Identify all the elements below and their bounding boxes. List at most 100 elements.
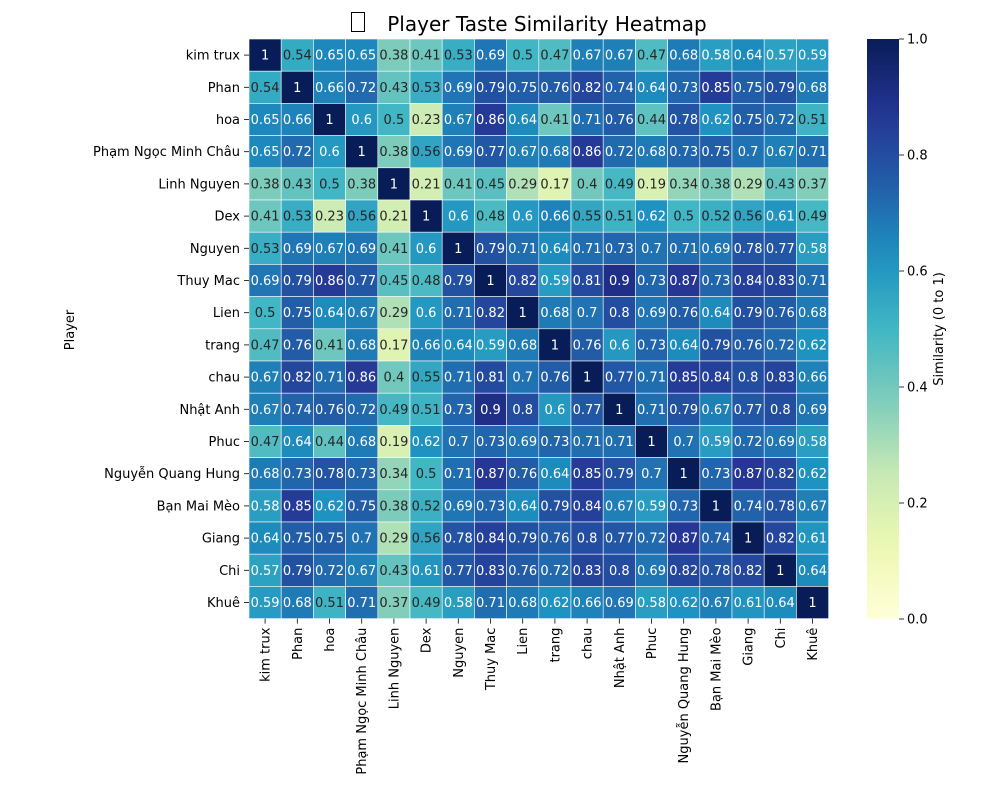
heatmap-cell [345,489,379,523]
cell-value-label: 0.73 [701,274,730,289]
heatmap-cell [731,296,765,330]
y-tick-label: Chi [219,564,240,579]
cell-value-label: 1 [486,274,494,289]
heatmap-cell [763,360,797,394]
cell-value-label: 0.71 [444,371,473,386]
cell-value-label: 0.76 [540,371,569,386]
cell-value-label: 0.29 [379,306,408,321]
heatmap-cell [570,296,604,330]
heatmap-cell [248,328,282,362]
x-tick-label: Linh Nguyen [387,628,402,710]
heatmap-cell [474,70,507,104]
heatmap-cell [506,425,540,458]
heatmap-cell [602,457,636,491]
cell-value-label: 0.85 [573,467,602,482]
heatmap-cell [667,135,701,169]
y-tick-label: Phan [208,81,240,96]
heatmap-cell [763,264,797,297]
cell-value-label: 0.76 [540,532,569,547]
cell-value-label: 0.49 [412,596,441,611]
cell-value-label: 0.76 [669,306,698,321]
cell-value-label: 0.69 [444,81,473,96]
cell-value-label: 0.66 [573,596,602,611]
cell-value-label: 0.67 [701,596,730,611]
cell-value-label: 0.8 [577,532,598,547]
cell-value-label: 0.21 [379,210,408,225]
cell-value-label: 0.43 [766,177,795,192]
heatmap-cell [345,38,379,72]
cell-value-label: 0.8 [512,403,533,418]
cell-value-label: 0.69 [476,49,505,64]
heatmap-cell [506,328,540,362]
cell-value-label: 0.56 [412,145,441,160]
cell-value-label: 0.6 [319,145,340,160]
heatmap-cell [602,103,636,136]
cell-value-label: 0.19 [379,435,408,450]
x-tick-label: Nguyễn Quang Hung [677,628,692,764]
cell-value-label: 0.75 [734,113,763,128]
x-tick-label: Thuy Mac [484,628,499,692]
x-tick-label: Bạn Mai Mèo [709,628,724,711]
cell-value-label: 1 [261,49,269,64]
cell-value-label: 1 [293,81,301,96]
cell-value-label: 0.76 [508,467,537,482]
heatmap-cell [602,425,636,458]
heatmap-cell [570,425,604,458]
heatmap-cell [763,70,797,104]
cell-value-label: 0.79 [766,81,795,96]
heatmap-cell [377,296,411,330]
heatmap-cell [796,457,829,491]
heatmap-cell [538,457,572,491]
heatmap-cell [313,135,346,169]
cell-value-label: 0.58 [251,499,280,514]
cell-value-label: 0.65 [251,113,280,128]
cell-value-label: 0.44 [637,113,666,128]
cell-value-label: 0.82 [669,564,698,579]
heatmap-cell [538,167,572,201]
cell-value-label: 0.69 [508,435,537,450]
heatmap-cell [667,392,701,426]
heatmap-cell [763,392,797,426]
heatmap-cell [313,103,346,136]
cell-value-label: 0.67 [251,371,280,386]
heatmap-cell [731,457,765,491]
cell-value-label: 0.5 [384,113,405,128]
cell-value-label: 0.72 [315,564,344,579]
heatmap-cell [731,586,765,619]
heatmap-cell [248,167,282,201]
cell-value-label: 0.69 [347,242,376,257]
cell-value-label: 0.41 [444,177,473,192]
cell-value-label: 0.74 [701,532,730,547]
heatmap-cell [506,296,540,330]
cell-value-label: 0.67 [347,306,376,321]
heatmap-cell [763,38,797,72]
cell-value-label: 0.86 [315,274,344,289]
heatmap-cell [313,199,346,233]
cell-value-label: 0.61 [734,596,763,611]
heatmap-cell [280,38,314,72]
cell-value-label: 0.69 [444,499,473,514]
cell-value-label: 0.74 [283,403,312,418]
cell-value-label: 0.77 [734,403,763,418]
cell-value-label: 0.77 [347,274,376,289]
heatmap-cell [602,38,636,72]
heatmap-cell [313,231,346,265]
cell-value-label: 0.59 [251,596,280,611]
cell-value-label: 0.79 [701,338,730,353]
heatmap-cell [280,296,314,330]
cell-value-label: 0.59 [540,274,569,289]
heatmap-cell [796,360,829,394]
heatmap-cell [667,553,701,587]
cell-value-label: 0.76 [766,306,795,321]
cell-value-label: 0.51 [412,403,441,418]
heatmap-cell [248,231,282,265]
cell-value-label: 0.5 [416,467,437,482]
heatmap-cell [409,489,443,523]
heatmap-cell [570,70,604,104]
missing-glyph-icon [351,12,365,32]
cell-value-label: 0.59 [637,499,666,514]
cell-value-label: 0.38 [379,145,408,160]
cell-value-label: 0.47 [540,49,569,64]
heatmap-cell [506,38,540,72]
